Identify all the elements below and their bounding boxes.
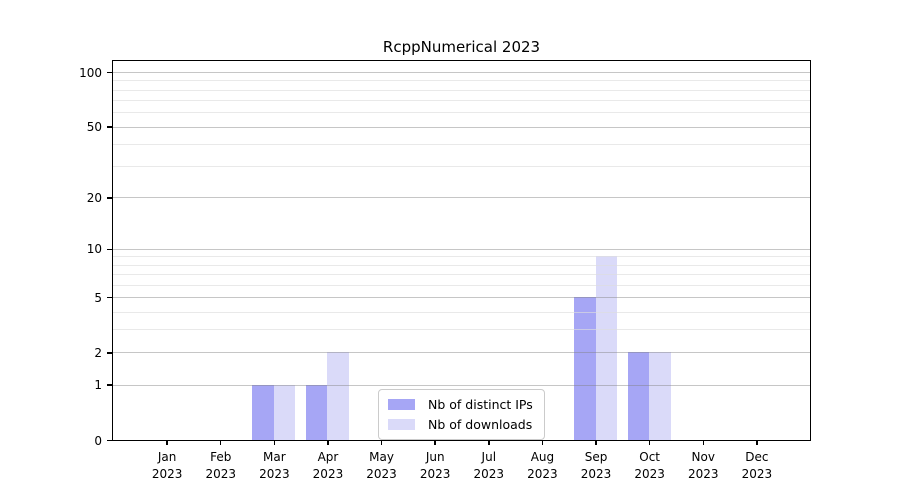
y-tick-mark: [107, 197, 112, 199]
bar-downloads: [595, 256, 617, 440]
x-tick-label: Jun 2023: [419, 450, 451, 481]
x-tick-mark: [648, 440, 651, 445]
y-tick-label: 100: [79, 65, 102, 80]
y-tick-mark: [107, 296, 112, 299]
x-tick-mark: [166, 440, 168, 445]
legend-item-distinct-ips: Nb of distinct IPs: [388, 397, 533, 412]
y-tick-label: 50: [86, 120, 102, 135]
x-tick-mark: [541, 440, 544, 445]
x-tick-mark: [380, 440, 383, 445]
legend-swatch-downloads: [388, 419, 415, 430]
x-tick-label: May 2023: [366, 450, 397, 481]
bar-downloads: [273, 384, 296, 440]
minor-gridline: [113, 80, 810, 82]
bar-distinct-ips: [252, 384, 274, 440]
y-tick-mark: [107, 126, 112, 128]
bar-distinct-ips: [574, 297, 596, 440]
legend-item-downloads: Nb of downloads: [388, 417, 533, 432]
x-tick-mark: [219, 440, 222, 445]
minor-gridline: [113, 143, 810, 145]
x-tick-label: Jan 2023: [151, 450, 183, 481]
x-tick-mark: [434, 440, 436, 445]
major-gridline: [113, 197, 810, 199]
minor-gridline: [113, 112, 810, 114]
minor-gridline: [113, 100, 810, 102]
y-tick-label: 0: [94, 433, 102, 448]
y-tick-mark: [107, 439, 112, 442]
x-tick-mark: [273, 440, 276, 445]
y-tick-label: 1: [94, 378, 102, 393]
y-tick-mark: [107, 384, 112, 386]
x-tick-label: Jul 2023: [473, 450, 505, 481]
minor-gridline: [113, 274, 810, 276]
minor-gridline: [113, 311, 810, 313]
minor-gridline: [113, 264, 810, 266]
legend-label-distinct-ips: Nb of distinct IPs: [428, 397, 533, 412]
x-tick-label: Oct 2023: [634, 450, 665, 481]
y-tick-mark: [107, 248, 112, 251]
x-tick-label: Feb 2023: [205, 450, 236, 481]
major-gridline: [113, 384, 810, 386]
major-gridline: [113, 248, 810, 250]
major-gridline: [113, 297, 810, 299]
x-tick-mark: [702, 440, 705, 445]
x-tick-mark: [327, 440, 329, 445]
x-tick-label: Nov 2023: [687, 450, 719, 481]
legend: Nb of distinct IPs Nb of downloads: [378, 389, 545, 440]
minor-gridline: [113, 89, 810, 91]
bar-distinct-ips: [627, 352, 650, 440]
minor-gridline: [113, 256, 810, 258]
x-tick-mark: [488, 440, 490, 445]
bar-distinct-ips: [306, 384, 328, 440]
x-tick-label: Dec 2023: [741, 450, 773, 481]
x-tick-label: Apr 2023: [312, 450, 344, 481]
x-tick-label: Aug 2023: [527, 450, 558, 481]
y-tick-label: 5: [94, 290, 102, 305]
bar-downloads: [327, 352, 349, 440]
x-tick-mark: [756, 440, 758, 445]
minor-gridline: [113, 284, 810, 286]
x-tick-mark: [595, 440, 597, 445]
y-tick-mark: [107, 71, 112, 74]
chart-title: RcppNumerical 2023: [382, 38, 541, 56]
legend-label-downloads: Nb of downloads: [428, 417, 533, 432]
minor-gridline: [113, 166, 810, 168]
bar-downloads: [649, 352, 671, 440]
x-tick-label: Sep 2023: [580, 450, 612, 481]
y-tick-label: 10: [86, 242, 102, 257]
y-tick-label: 2: [94, 345, 102, 360]
major-gridline: [113, 126, 810, 128]
y-tick-label: 20: [86, 190, 102, 205]
plot-area: Nb of distinct IPs Nb of downloads: [112, 60, 811, 441]
y-tick-mark: [107, 352, 112, 354]
major-gridline: [113, 352, 810, 354]
legend-swatch-distinct-ips: [388, 399, 415, 410]
x-tick-label: Mar 2023: [259, 450, 290, 481]
major-gridline: [113, 72, 810, 74]
minor-gridline: [113, 329, 810, 331]
